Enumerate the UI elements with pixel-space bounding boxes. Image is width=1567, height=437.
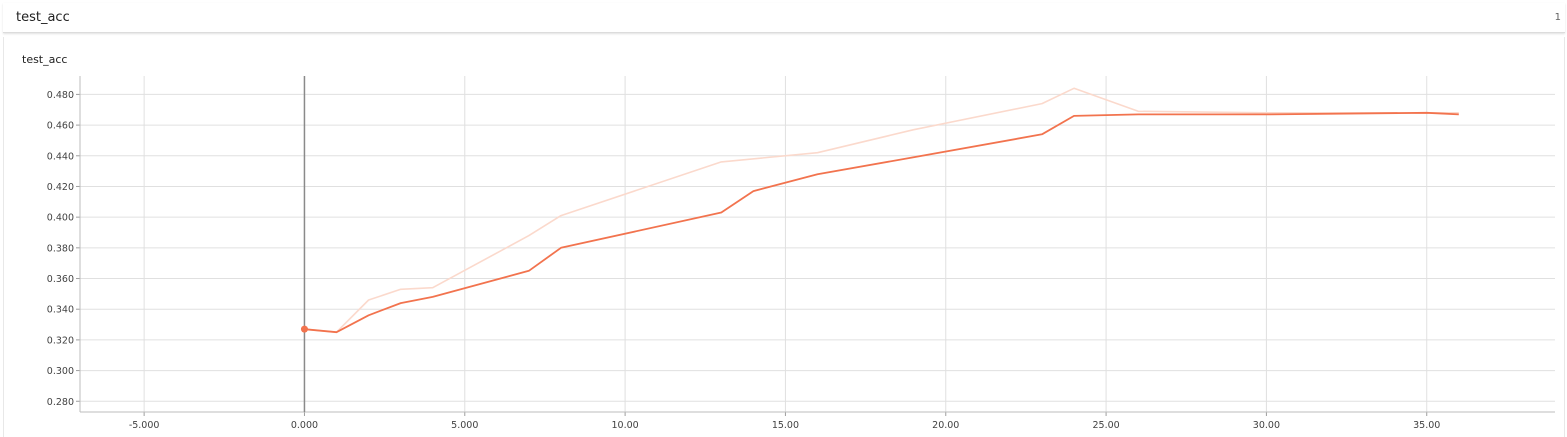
- y-tick-label: 0.280: [47, 397, 74, 408]
- y-tick-label: 0.480: [47, 90, 74, 101]
- axes: [76, 76, 1555, 416]
- x-tick-label: -5.000: [129, 420, 160, 431]
- y-tick-label: 0.460: [47, 121, 74, 132]
- section-count-badge: 1: [1554, 12, 1561, 23]
- x-tick-label: 15.00: [772, 420, 799, 431]
- y-tick-label: 0.320: [47, 335, 74, 346]
- x-tick-label: 5.000: [451, 420, 478, 431]
- data-point-marker: [300, 325, 308, 333]
- x-tick-label: 10.00: [612, 420, 639, 431]
- y-tick-label: 0.340: [47, 305, 74, 316]
- series-line-smoothed: [304, 111, 1459, 334]
- grid-lines: [80, 76, 1555, 412]
- x-tick-label: 20.00: [932, 420, 959, 431]
- y-tick-label: 0.420: [47, 182, 74, 193]
- section-header[interactable]: test_acc 1: [3, 3, 1565, 33]
- y-tick-label: 0.440: [47, 151, 74, 162]
- x-tick-label: 0.000: [291, 420, 318, 431]
- x-tick-label: 30.00: [1253, 420, 1280, 431]
- chart-title: test_acc: [22, 53, 68, 66]
- y-tick-label: 0.300: [47, 366, 74, 377]
- series-group: [300, 87, 1459, 334]
- y-tick-label: 0.400: [47, 213, 74, 224]
- x-tick-label: 35.00: [1413, 420, 1440, 431]
- tick-labels: 0.280 0.300 0.320 0.340 0.360 0.380 0.400 0.420…: [47, 90, 1441, 431]
- section-title: test_acc: [16, 10, 70, 25]
- y-tick-label: 0.380: [47, 243, 74, 254]
- y-tick-label: 0.360: [47, 274, 74, 285]
- x-tick-label: 25.00: [1092, 420, 1119, 431]
- series-line-raw: [304, 87, 1459, 334]
